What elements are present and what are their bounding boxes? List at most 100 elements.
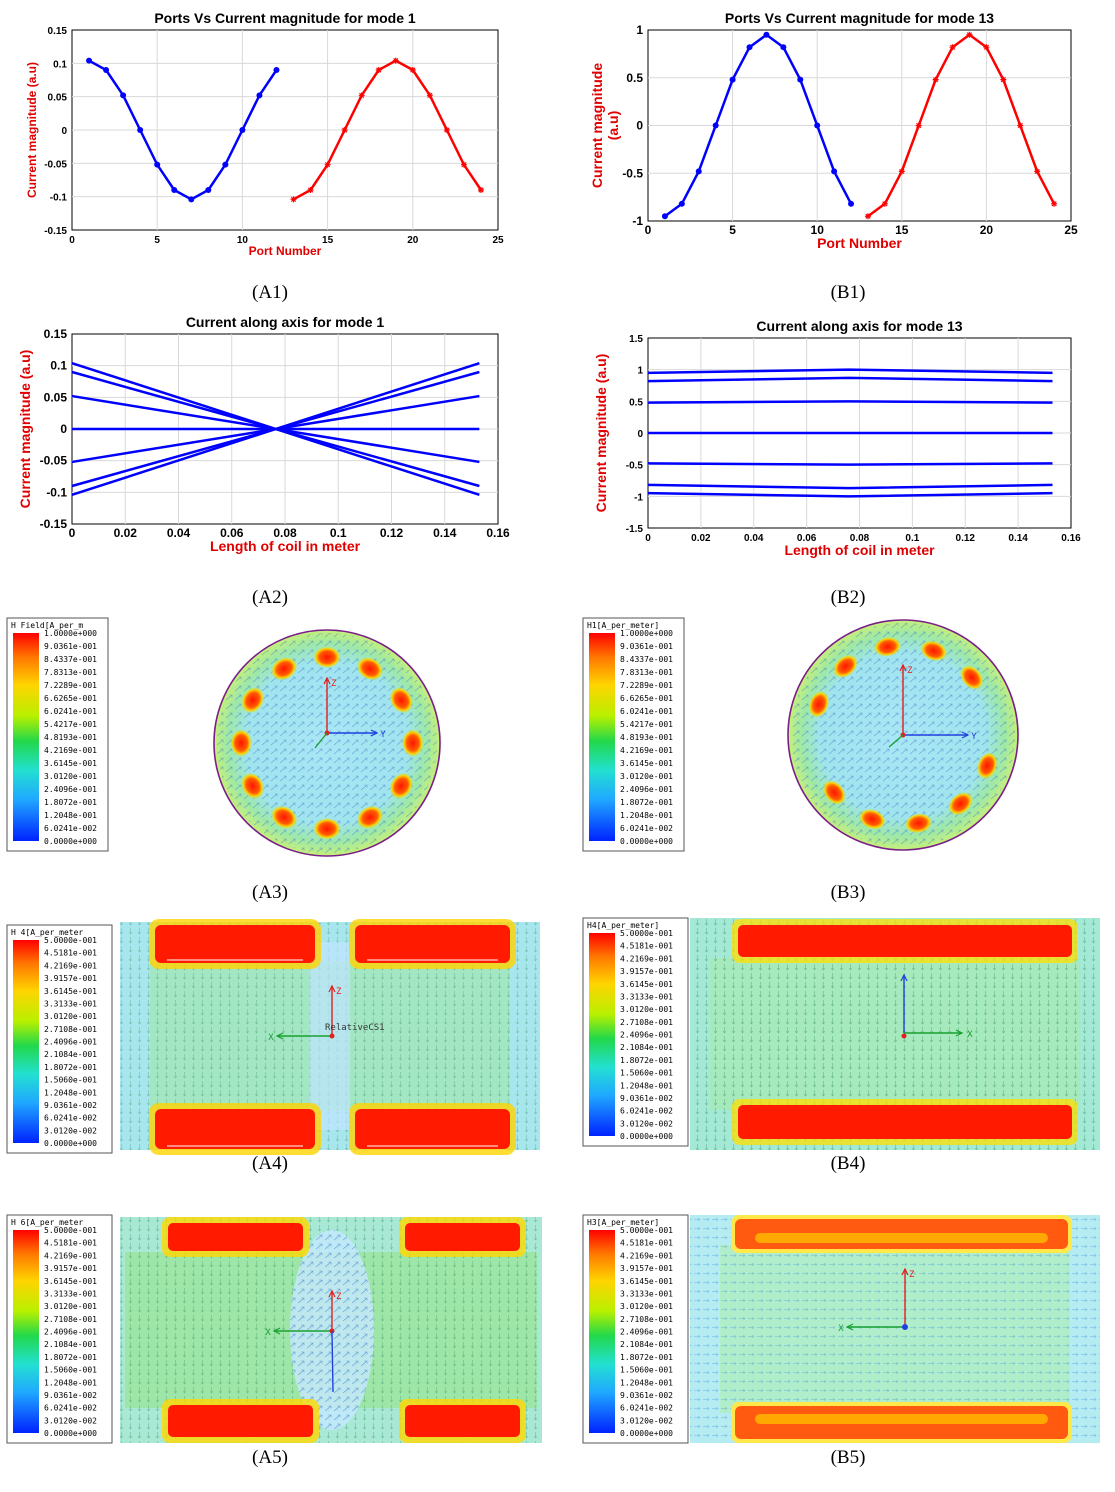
colorbar-label: 2.7108e-001: [44, 1315, 97, 1324]
y-axis-label: Current magnitude (a.u): [25, 62, 39, 198]
chart-title: Ports Vs Current magnitude for mode 13: [725, 10, 994, 26]
colorbar-label: 1.8072e-001: [44, 798, 97, 807]
colorbar-label: 7.2289e-001: [44, 681, 97, 690]
data-point: [171, 187, 178, 193]
colorbar-label: 2.1084e-001: [620, 1340, 673, 1349]
data-point: [797, 76, 804, 83]
colorbar-label: 3.3133e-001: [620, 1289, 673, 1298]
y-tick-label: -0.05: [40, 454, 68, 468]
x-tick-label: 0.02: [114, 526, 138, 540]
colorbar-label: 0.0000e+000: [620, 1429, 673, 1438]
y-tick-label: 0.1: [53, 59, 67, 70]
colorbar-label: 1.5060e-001: [620, 1366, 673, 1375]
y-tick-label: -0.5: [622, 166, 643, 180]
x-tick-label: 0.14: [1008, 533, 1028, 544]
data-point: [831, 168, 838, 175]
data-point: [205, 187, 212, 193]
conductor-hotspot: [832, 654, 858, 679]
x-tick-label: 0.16: [486, 526, 510, 540]
data-point: [426, 92, 433, 99]
axis-h-label: Y: [380, 730, 386, 740]
series-line: [647, 491, 1053, 498]
colorbar-label: 3.6145e-001: [44, 987, 97, 996]
y-tick-label: -1: [632, 214, 643, 228]
data-point: [256, 92, 263, 99]
data-point: [409, 67, 416, 73]
conductor-hotspot: [389, 772, 414, 800]
y-tick-label: -0.05: [44, 159, 67, 170]
axis-h-label: X: [268, 1033, 274, 1043]
series-line: [647, 368, 1053, 375]
colorbar-label: 5.0000e-001: [620, 929, 673, 938]
colorbar-title: H4[A_per_meter]: [587, 921, 659, 930]
colorbar-label: 4.5181e-001: [620, 942, 673, 951]
colorbar-B5: H3[A_per_meter]5.0000e-001 4.5181e-001 4.2…: [582, 1214, 689, 1444]
colorbar-label: 6.6265e-001: [620, 694, 673, 703]
colorbar-label: 3.6145e-001: [620, 980, 673, 989]
y-tick-label: -0.1: [50, 193, 68, 204]
y-tick-label: -1.5: [626, 524, 644, 535]
y-tick-label: 0: [637, 429, 643, 440]
colorbar-label: 3.0120e-001: [44, 1012, 97, 1021]
data-point: [307, 187, 314, 193]
colorbar-label: 9.0361e-002: [620, 1391, 673, 1400]
axis-z-label: Z: [336, 987, 342, 997]
series-line: [664, 33, 853, 218]
y-tick-label: -0.1: [46, 485, 67, 499]
x-tick-label: 0.04: [744, 533, 764, 544]
colorbar-label: 2.7108e-001: [620, 1315, 673, 1324]
colorbar-label: 2.7108e-001: [44, 1025, 97, 1034]
conductor-bar: [155, 1109, 315, 1149]
caption-A3: (A3): [252, 882, 288, 903]
chart-title: Current along axis for mode 1: [186, 314, 385, 330]
data-point: [864, 213, 871, 220]
colorbar-B4: H4[A_per_meter]5.0000e-001 4.5181e-001 4.2…: [582, 917, 689, 1147]
conductor-bar: [738, 925, 1072, 957]
colorbar-label: 2.1084e-001: [620, 1043, 673, 1052]
colorbar-label: 1.2048e-001: [620, 1378, 673, 1387]
colorbar-label: 6.0241e-002: [620, 824, 673, 833]
colorbar-label: 3.6145e-001: [620, 759, 673, 768]
y-tick-label: 1.5: [629, 334, 643, 345]
colorbar-label: 0.0000e+000: [44, 1429, 97, 1438]
conductor-hotspot: [873, 636, 902, 657]
caption-B3: (B3): [831, 882, 866, 903]
colorbar-B3: H1[A_per_meter]1.0000e+000 9.0361e-001 8.4…: [582, 617, 685, 852]
colorbar-title: H1[A_per_meter]: [587, 621, 659, 630]
x-tick-label: 0.08: [273, 526, 297, 540]
x-tick-label: 0: [645, 223, 652, 237]
colorbar-label: 2.1084e-001: [44, 1340, 97, 1349]
series-line: [292, 59, 482, 201]
data-point: [746, 44, 753, 51]
colorbar-label: 4.2169e-001: [620, 746, 673, 755]
axis-z-label: Z: [331, 679, 337, 689]
field-plot-B5: ZX: [690, 1215, 1100, 1443]
conductor-hotspot: [904, 813, 933, 834]
colorbar-label: 9.0361e-002: [44, 1391, 97, 1400]
data-point: [358, 92, 365, 99]
caption-B2: (B2): [831, 587, 866, 608]
data-point: [780, 44, 787, 51]
axis-h-label: X: [967, 1030, 973, 1040]
conductor-hotspot: [822, 780, 847, 806]
colorbar-label: 0.0000e+000: [620, 1132, 673, 1141]
colorbar-label: 1.5060e-001: [620, 1069, 673, 1078]
data-point: [375, 67, 382, 73]
caption-A2: (A2): [252, 587, 288, 608]
conductor-hotspot: [270, 805, 298, 830]
chart-title: Current along axis for mode 13: [756, 318, 962, 334]
series-line: [647, 483, 1053, 490]
axis-h-label: Y: [971, 732, 977, 742]
conductor-hotspot: [858, 808, 886, 830]
colorbar-label: 5.4217e-001: [620, 720, 673, 729]
y-tick-label: 0.05: [48, 93, 68, 104]
colorbar-label: 9.0361e-001: [620, 642, 673, 651]
x-tick-label: 5: [729, 223, 736, 237]
colorbar-label: 2.7108e-001: [620, 1018, 673, 1027]
conductor-bar: [355, 925, 510, 963]
colorbar-label: 6.0241e-002: [44, 1404, 97, 1413]
conductor-hotspot: [976, 752, 998, 780]
colorbar-label: 4.2169e-001: [620, 954, 673, 963]
colorbar-label: 0.0000e+000: [44, 837, 97, 846]
